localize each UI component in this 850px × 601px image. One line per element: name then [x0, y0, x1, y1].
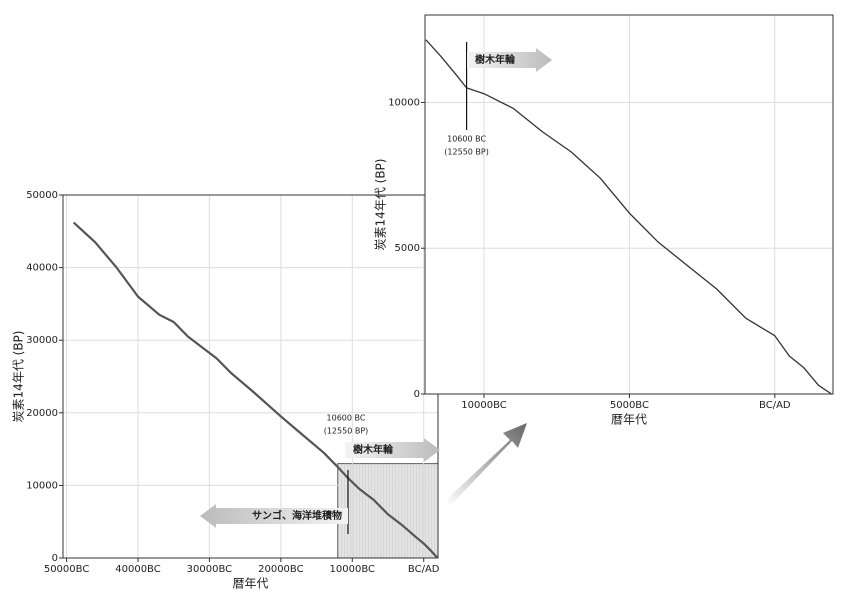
marker-label: 10600 BC [327, 414, 366, 423]
curve [72, 221, 439, 559]
arrow-label: サンゴ、海洋堆積物 [252, 509, 342, 522]
x-tick-label: 50000BC [44, 564, 89, 575]
x-tick-label: 10000BC [461, 400, 506, 411]
plot-frame [424, 14, 834, 395]
x-tick-label: BC/AD [759, 400, 791, 411]
y-tick-label: 5000 [395, 243, 420, 254]
arrow-label: 樹木年輪 [475, 53, 516, 66]
annotation-arrow [467, 48, 552, 72]
marker-label: (12550 BP) [444, 148, 489, 157]
y-axis-label: 炭素14年代 (BP) [12, 331, 26, 423]
arrow-label: 樹木年輪 [353, 443, 394, 456]
y-tick-label: 30000 [26, 335, 58, 346]
x-axis-label: 暦年代 [232, 577, 268, 591]
y-tick-label: 10000 [388, 97, 420, 108]
x-tick-label: BC/AD [408, 564, 440, 575]
y-tick-label: 0 [52, 553, 58, 564]
y-tick-label: 10000 [26, 480, 58, 491]
y-tick-label: 40000 [26, 263, 58, 274]
x-tick-label: 20000BC [258, 564, 303, 575]
marker-label: (12550 BP) [324, 427, 369, 436]
zoom-arrow [446, 423, 527, 505]
x-tick-label: 5000BC [610, 400, 649, 411]
y-tick-label: 50000 [26, 190, 58, 201]
annotation-arrow [345, 438, 440, 462]
y-tick-label: 20000 [26, 408, 58, 419]
y-tick-label: 0 [414, 389, 420, 400]
marker-label: 10600 BC [447, 135, 486, 144]
x-tick-label: 10000BC [330, 564, 375, 575]
x-axis-label: 暦年代 [611, 413, 647, 427]
x-tick-label: 40000BC [115, 564, 160, 575]
x-tick-label: 30000BC [187, 564, 232, 575]
y-axis-label: 炭素14年代 (BP) [374, 159, 388, 251]
annotation-arrow [200, 504, 348, 528]
